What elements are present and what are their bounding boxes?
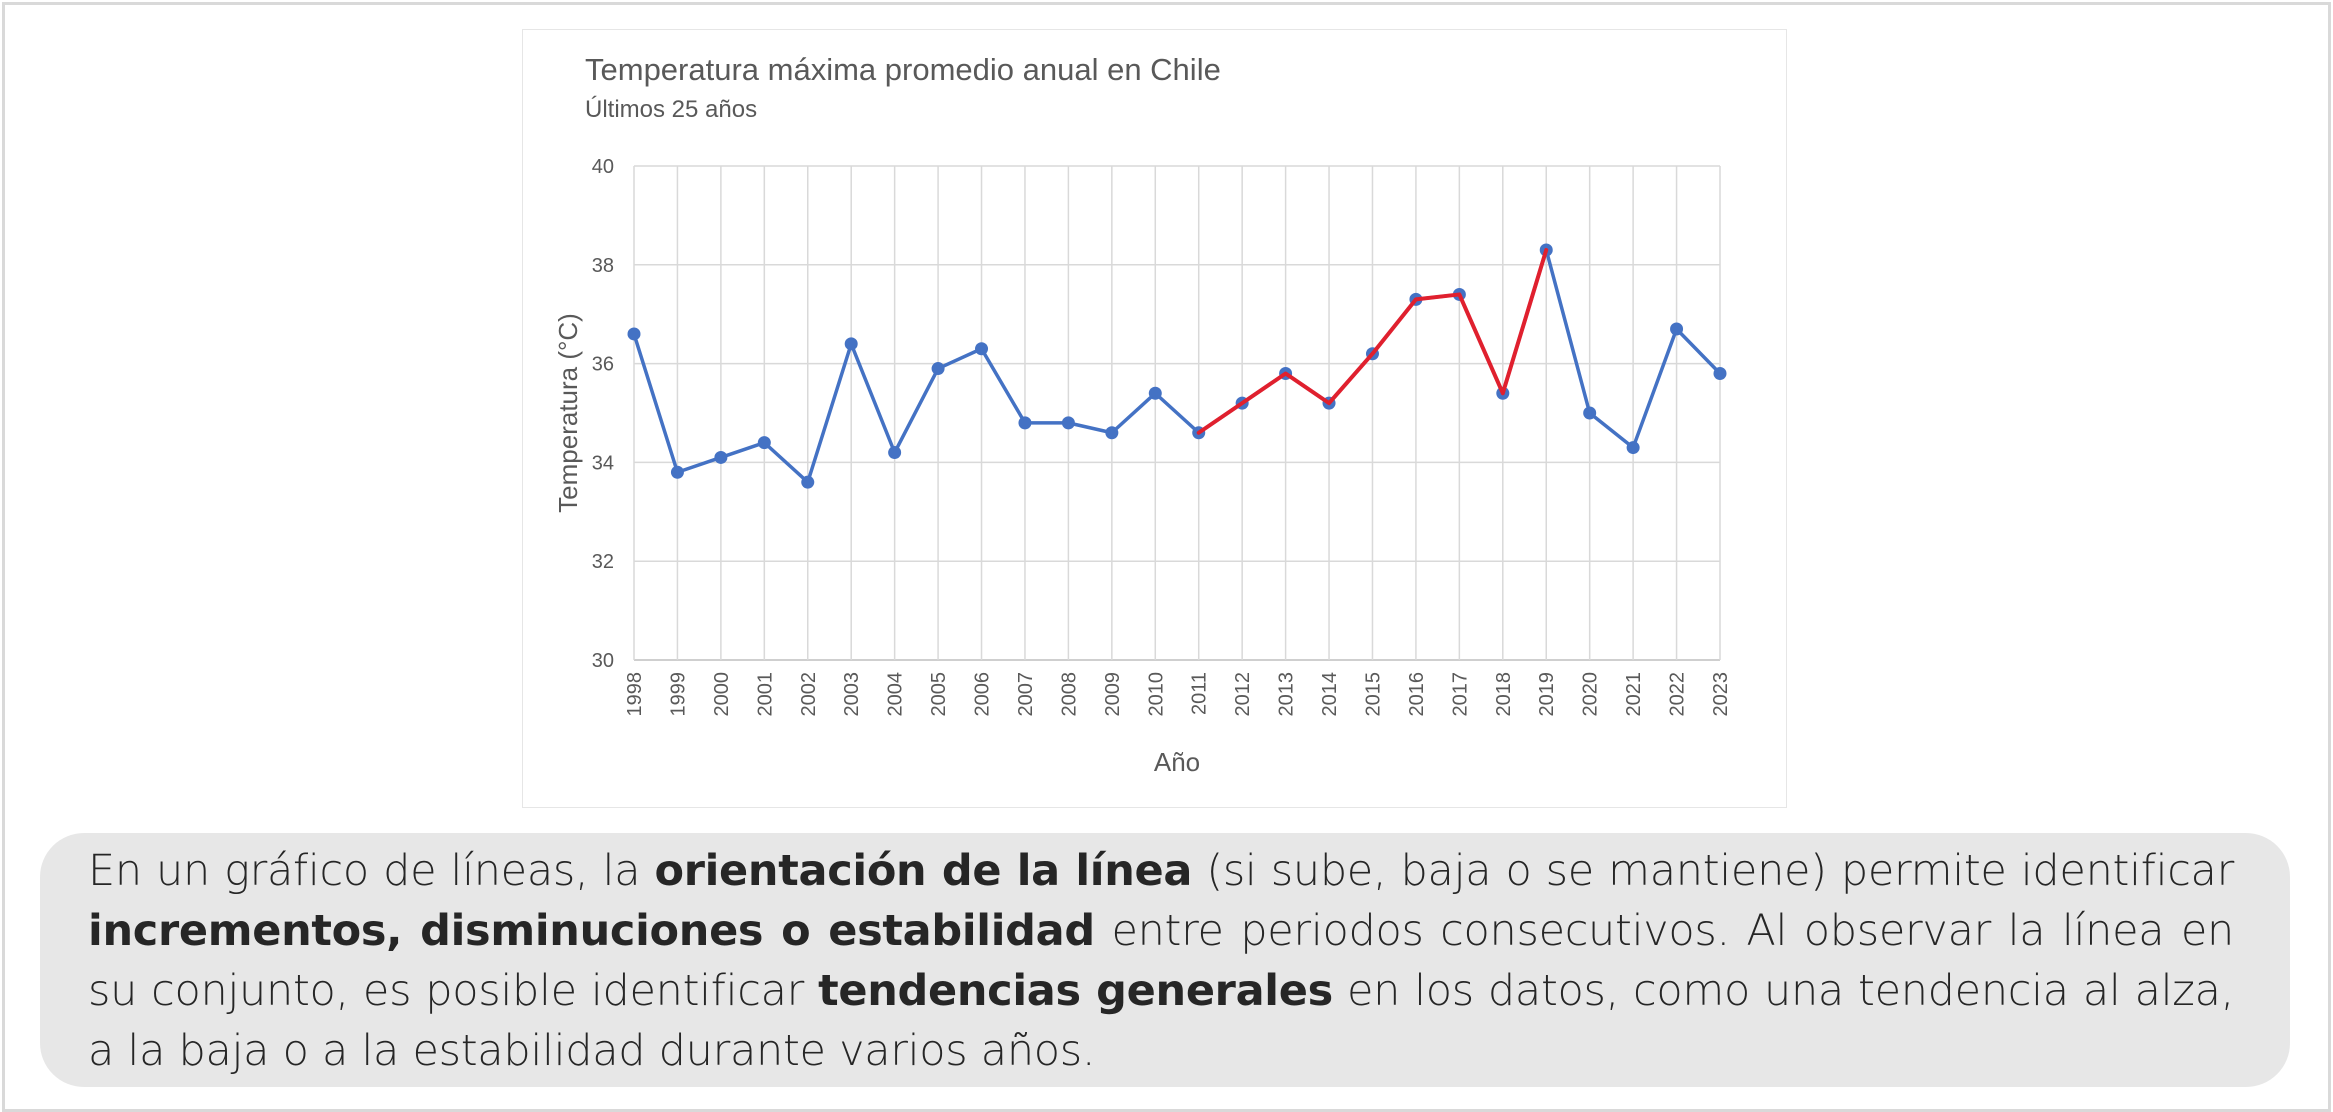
x-tick-label: 2002 xyxy=(798,672,820,717)
x-tick-label: 2018 xyxy=(1493,672,1515,717)
x-tick-label: 2021 xyxy=(1623,672,1645,717)
chart-title: Temperatura máxima promedio anual en Chi… xyxy=(585,52,1221,87)
data-point xyxy=(757,436,771,450)
chart-subtitle: Últimos 25 años xyxy=(585,96,758,123)
x-tick-label: 2022 xyxy=(1667,672,1689,717)
y-tick-label: 36 xyxy=(592,354,614,376)
data-point xyxy=(844,337,858,351)
body-text: En un gráfico de líneas, la xyxy=(88,846,655,896)
x-tick-label: 2023 xyxy=(1710,672,1732,717)
x-tick-label: 2019 xyxy=(1536,672,1558,717)
y-tick-label: 38 xyxy=(592,255,614,277)
chart-container xyxy=(522,29,1787,808)
x-tick-label: 2006 xyxy=(972,672,994,717)
data-point xyxy=(1626,441,1640,455)
x-tick-label: 2003 xyxy=(841,672,863,717)
y-axis-ticks: 30 32 34 36 38 40 xyxy=(592,156,614,672)
x-tick-label: 1999 xyxy=(667,672,689,717)
x-tick-label: 2020 xyxy=(1580,672,1602,717)
data-point xyxy=(670,465,684,479)
x-tick-label: 2016 xyxy=(1406,672,1428,717)
data-point xyxy=(1018,416,1032,430)
data-point xyxy=(1148,386,1162,400)
body-text: entre periodos consecutivos. Al observar… xyxy=(88,906,2235,1016)
data-point xyxy=(975,342,989,356)
x-tick-label: 2012 xyxy=(1232,672,1254,717)
data-point xyxy=(1713,366,1727,380)
data-point xyxy=(1583,406,1597,420)
series xyxy=(627,243,1727,489)
x-tick-label: 1998 xyxy=(624,672,646,717)
x-tick-label: 2009 xyxy=(1102,672,1124,717)
x-tick-label: 2013 xyxy=(1276,672,1298,717)
data-point xyxy=(801,475,815,489)
data-point xyxy=(627,327,641,341)
x-tick-label: 2007 xyxy=(1015,672,1037,717)
emphasis-text: orientación de la línea xyxy=(654,846,1193,896)
data-point xyxy=(888,446,902,460)
x-tick-label: 2001 xyxy=(754,672,776,717)
data-point xyxy=(931,362,945,376)
emphasis-text: incrementos, disminuciones o estabilidad xyxy=(88,906,1095,956)
emphasis-text: tendencias generales xyxy=(818,966,1333,1016)
series-line xyxy=(632,248,1722,484)
x-tick-label: 2015 xyxy=(1362,672,1384,717)
y-tick-label: 34 xyxy=(592,452,614,474)
data-point xyxy=(1670,322,1684,336)
explanation-panel: En un gráfico de líneas, la orientación … xyxy=(40,833,2290,1087)
x-tick-label: 2004 xyxy=(885,672,907,717)
x-tick-label: 2011 xyxy=(1189,672,1211,715)
grid xyxy=(633,165,1721,661)
x-tick-label: 2008 xyxy=(1058,672,1080,717)
highlight-line xyxy=(1196,247,1549,435)
x-tick-label: 2017 xyxy=(1449,672,1471,717)
x-axis-ticks: 1998 1999 2000 2001 2002 2003 2004 2005 2006 2007… xyxy=(624,672,1732,717)
data-point xyxy=(714,450,728,464)
y-tick-label: 32 xyxy=(592,551,614,573)
data-point xyxy=(1105,426,1119,440)
body-text: (si sube, baja o se mantiene) permite id… xyxy=(1192,846,2234,896)
x-tick-label: 2010 xyxy=(1145,672,1167,717)
data-point xyxy=(1061,416,1075,430)
x-axis-title: Año xyxy=(1154,747,1200,777)
x-tick-label: 2005 xyxy=(928,672,950,717)
y-tick-label: 40 xyxy=(592,156,614,178)
x-tick-label: 2014 xyxy=(1319,672,1341,717)
explanation-text: En un gráfico de líneas, la orientación … xyxy=(88,841,2234,1081)
y-axis-title: Temperatura (°C) xyxy=(553,313,583,513)
body-text: en los datos, como una tendencia al alza… xyxy=(88,966,2234,1076)
x-tick-label: 2000 xyxy=(711,672,733,717)
y-tick-label: 30 xyxy=(592,650,614,672)
